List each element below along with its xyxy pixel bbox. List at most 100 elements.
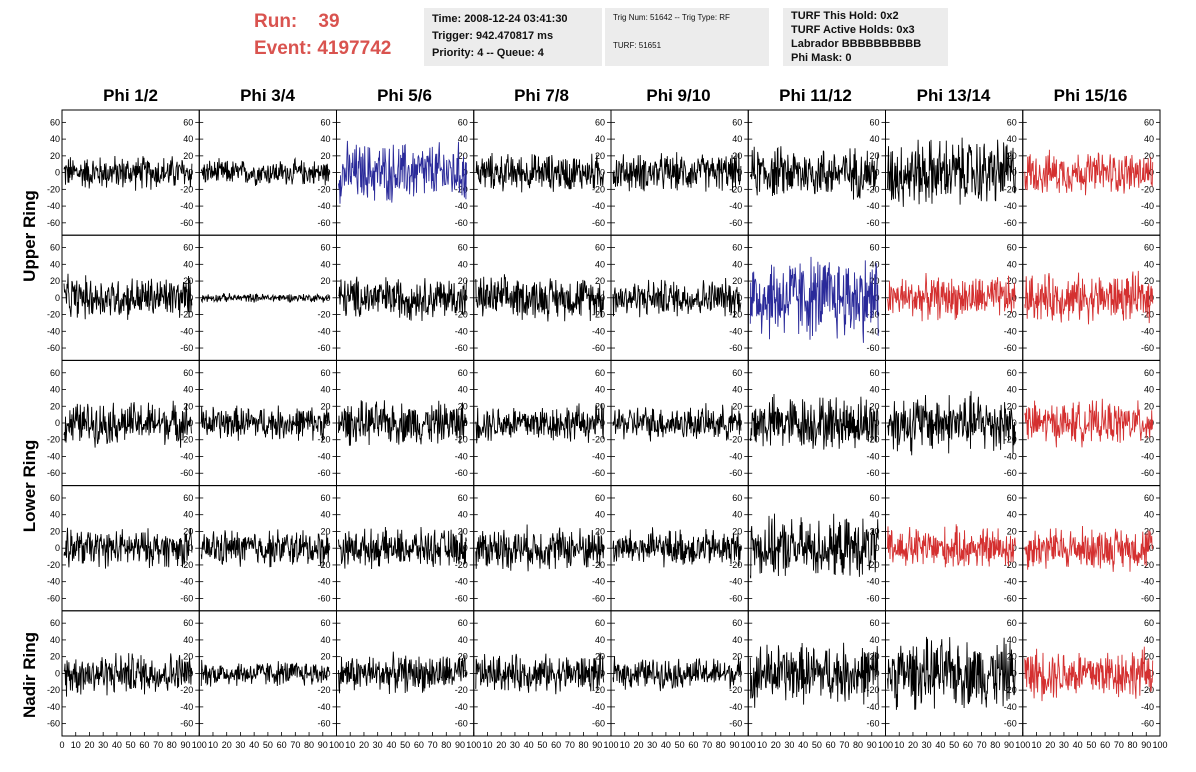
y-tick-label: -60 [592, 719, 605, 729]
y-tick-label: -60 [1004, 719, 1017, 729]
y-tick-label: -60 [47, 343, 60, 353]
waveform-line [612, 152, 742, 192]
column-header: Phi 3/4 [240, 86, 295, 105]
column-header: Phi 5/6 [377, 86, 432, 105]
y-tick-label: -60 [1141, 468, 1154, 478]
waveform-line [475, 652, 605, 695]
y-tick-label: 60 [595, 618, 605, 628]
y-tick-label: -20 [592, 184, 605, 194]
waveform-line [612, 527, 742, 568]
y-tick-label: 40 [458, 385, 468, 395]
x-tick-label: 40 [935, 740, 945, 750]
y-tick-label: 60 [869, 493, 879, 503]
x-tick-label: 40 [661, 740, 671, 750]
y-tick-label: 40 [1007, 635, 1017, 645]
x-tick-label: 70 [290, 740, 300, 750]
y-tick-label: 60 [183, 368, 193, 378]
x-tick-label: 70 [839, 740, 849, 750]
y-tick-label: -20 [1141, 184, 1154, 194]
y-tick-label: 60 [1144, 243, 1154, 253]
y-tick-label: 20 [1007, 276, 1017, 286]
x-tick-label: 20 [222, 740, 232, 750]
x-tick-label: 100 [192, 740, 207, 750]
x-tick-label: 70 [977, 740, 987, 750]
x-tick-label: 90 [455, 740, 465, 750]
y-tick-label: 20 [1007, 401, 1017, 411]
y-tick-label: 20 [869, 526, 879, 536]
x-tick-label: 100 [741, 740, 756, 750]
y-tick-label: -40 [1004, 201, 1017, 211]
y-tick-label: -40 [1141, 451, 1154, 461]
y-tick-label: -60 [47, 593, 60, 603]
y-tick-label: -20 [866, 435, 879, 445]
trig-num-text: Trig Num: 51642 -- Trig Type: RF [613, 13, 730, 22]
y-tick-label: -40 [729, 326, 742, 336]
y-tick-label: 60 [320, 243, 330, 253]
y-tick-label: -20 [1004, 685, 1017, 695]
y-tick-label: 60 [458, 117, 468, 127]
y-tick-label: 40 [732, 510, 742, 520]
waveform-line [63, 400, 193, 448]
y-tick-label: 40 [595, 635, 605, 645]
x-tick-label: 40 [524, 740, 534, 750]
y-tick-label: -20 [1141, 685, 1154, 695]
y-tick-label: -20 [1141, 435, 1154, 445]
x-tick-label: 40 [249, 740, 259, 750]
y-tick-label: -40 [592, 451, 605, 461]
y-tick-label: 40 [183, 134, 193, 144]
y-tick-label: -20 [455, 685, 468, 695]
waveform-line [887, 636, 1016, 710]
y-tick-label: 40 [458, 259, 468, 269]
y-tick-label: 0 [188, 168, 193, 178]
y-tick-label: -20 [180, 560, 193, 570]
y-tick-label: 0 [600, 168, 605, 178]
y-tick-label: 20 [732, 151, 742, 161]
y-tick-label: 0 [55, 293, 60, 303]
x-tick-label: 40 [112, 740, 122, 750]
x-tick-label: 50 [400, 740, 410, 750]
x-tick-label: 60 [139, 740, 149, 750]
waveform-line [1024, 270, 1154, 325]
y-tick-label: -20 [1004, 560, 1017, 570]
y-tick-label: -60 [455, 218, 468, 228]
y-tick-label: 40 [1007, 385, 1017, 395]
y-tick-label: 40 [595, 510, 605, 520]
x-tick-label: 50 [1086, 740, 1096, 750]
x-tick-label: 60 [277, 740, 287, 750]
y-tick-label: 20 [320, 526, 330, 536]
x-tick-label: 70 [702, 740, 712, 750]
y-tick-label: -60 [592, 593, 605, 603]
y-tick-label: -20 [317, 184, 330, 194]
y-tick-label: 60 [320, 368, 330, 378]
y-tick-label: -60 [1004, 468, 1017, 478]
y-tick-label: 20 [320, 276, 330, 286]
y-tick-label: -40 [592, 201, 605, 211]
y-tick-label: 20 [869, 151, 879, 161]
x-tick-label: 50 [812, 740, 822, 750]
y-tick-label: -40 [1004, 577, 1017, 587]
y-tick-label: 40 [1007, 259, 1017, 269]
waveform-line [200, 157, 330, 186]
run-label: Run: [254, 11, 298, 32]
y-tick-label: -20 [47, 685, 60, 695]
waveform-line [200, 529, 330, 568]
y-tick-label: 20 [183, 652, 193, 662]
y-tick-label: 0 [55, 168, 60, 178]
waveform-line [63, 155, 193, 191]
y-tick-label: 60 [1144, 368, 1154, 378]
x-tick-label: 90 [181, 740, 191, 750]
x-tick-label: 90 [1004, 740, 1014, 750]
y-tick-label: 20 [595, 151, 605, 161]
x-tick-label: 60 [963, 740, 973, 750]
y-tick-label: 60 [869, 117, 879, 127]
y-tick-label: -40 [1141, 201, 1154, 211]
y-tick-label: -20 [180, 310, 193, 320]
waveform-line [749, 146, 879, 200]
y-tick-label: 20 [50, 151, 60, 161]
